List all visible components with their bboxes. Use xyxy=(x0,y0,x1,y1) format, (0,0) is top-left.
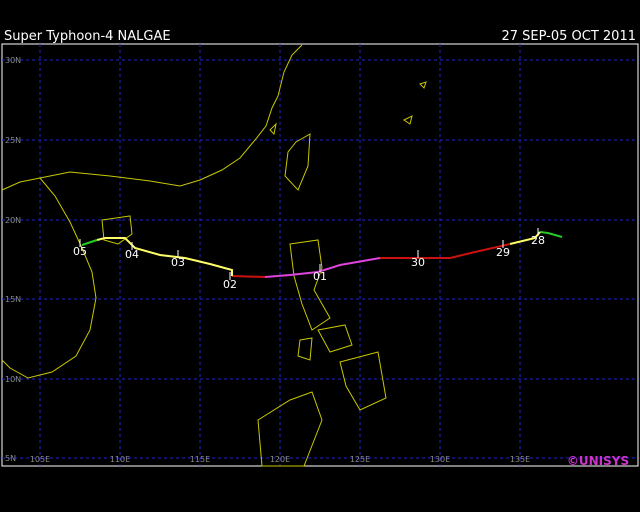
islands xyxy=(269,81,427,136)
taiwan xyxy=(284,133,311,191)
longitude-label: 125E xyxy=(350,455,370,464)
latitude-label: 20N xyxy=(5,216,21,225)
track-segment xyxy=(81,239,98,246)
track-segment xyxy=(264,257,381,278)
track-segment xyxy=(231,275,266,278)
map-frame xyxy=(1,43,639,467)
track-segment xyxy=(380,243,511,259)
track-segment xyxy=(96,237,233,276)
china-coast xyxy=(1,44,303,191)
latitude-label: 10N xyxy=(5,375,21,384)
longitude-label: 110E xyxy=(110,455,130,464)
storm-track xyxy=(81,231,563,278)
latitude-label: 15N xyxy=(5,295,21,304)
day-label: 05 xyxy=(73,245,87,258)
date-range: 27 SEP-05 OCT 2011 xyxy=(501,29,636,44)
day-label: 29 xyxy=(496,246,510,259)
visayas xyxy=(297,324,353,361)
logo: ©UNISYS xyxy=(567,454,629,468)
latitude-label: 5N xyxy=(5,454,16,463)
day-label: 30 xyxy=(411,256,425,269)
longitude-label: 130E xyxy=(430,455,450,464)
longitude-label: 135E xyxy=(510,455,530,464)
longitude-label: 120E xyxy=(270,455,290,464)
day-label: 03 xyxy=(171,256,185,269)
storm-title: Super Typhoon-4 NALGAE xyxy=(4,29,171,44)
latitude-label: 30N xyxy=(5,56,21,65)
day-label: 28 xyxy=(531,234,545,247)
borneo xyxy=(257,391,323,467)
day-label: 02 xyxy=(223,278,237,291)
track-day-labels: 05 04 03 02 01 30 29 28 xyxy=(73,228,545,291)
mindanao xyxy=(339,351,387,411)
longitude-label: 115E xyxy=(190,455,210,464)
longitude-label: 105E xyxy=(30,455,50,464)
latitude-label: 25N xyxy=(5,136,21,145)
graticule: 30N 25N 20N 15N 10N 5N 105E 110E 115E 120E 125E 130… xyxy=(2,44,638,466)
luzon xyxy=(289,239,331,331)
track-segment xyxy=(539,231,563,238)
day-label: 01 xyxy=(313,270,327,283)
day-label: 04 xyxy=(125,248,139,261)
vietnam-coast xyxy=(1,177,97,379)
